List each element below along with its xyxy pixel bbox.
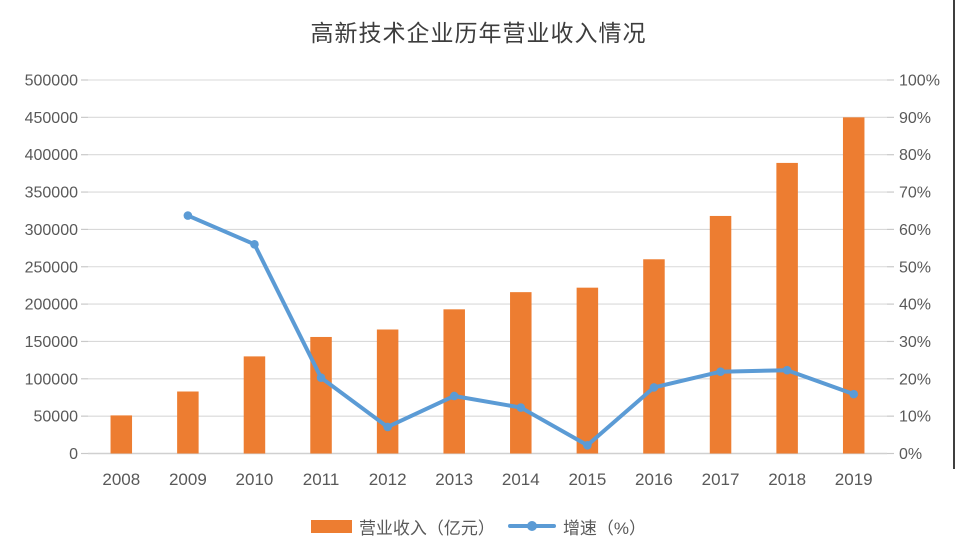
y-left-tick-label-300000: 300000 — [25, 222, 78, 239]
growth-point-2009 — [183, 211, 193, 220]
y-right-tick-label-50%: 50% — [899, 259, 931, 276]
y-left-tick-label-150000: 150000 — [25, 334, 78, 351]
x-tick-label-2013: 2013 — [435, 470, 473, 489]
bar-2008 — [110, 415, 133, 454]
x-tick-label-2019: 2019 — [835, 470, 873, 489]
bar-2016 — [643, 259, 665, 454]
growth-point-2013 — [449, 391, 459, 401]
legend-revenue-label: 营业收入（亿元） — [358, 518, 495, 538]
x-tick-label-2014: 2014 — [502, 470, 540, 489]
y-left-tick-label-100000: 100000 — [25, 371, 78, 388]
x-tick-label-2017: 2017 — [702, 470, 740, 489]
growth-point-2019 — [849, 389, 859, 399]
y-left-tick-label-450000: 450000 — [25, 110, 78, 127]
y-left-tick-label-200000: 200000 — [25, 297, 78, 314]
y-right-tick-label-100%: 100% — [899, 73, 940, 90]
bar-2013 — [443, 309, 465, 454]
x-tick-label-2018: 2018 — [768, 470, 806, 489]
growth-point-2016 — [649, 383, 659, 392]
y-right-tick-label-90%: 90% — [899, 110, 931, 127]
y-right-tick-label-10%: 10% — [899, 409, 931, 426]
chart-title: 高新技术企业历年营业收入情况 — [310, 21, 647, 47]
growth-point-2015 — [583, 440, 592, 450]
y-right-tick-label-30%: 30% — [899, 334, 931, 351]
y-left-tick-label-50000: 50000 — [34, 409, 79, 426]
bar-2017 — [709, 215, 732, 454]
growth-point-2014 — [516, 403, 526, 412]
y-right-tick-label-40%: 40% — [899, 297, 931, 314]
legend-growth-marker-icon — [526, 521, 537, 531]
growth-point-2012 — [383, 422, 392, 432]
x-tick-label-2012: 2012 — [369, 470, 407, 489]
window-right-border — [953, 0, 955, 469]
x-tick-label-2010: 2010 — [236, 470, 274, 489]
bar-2015 — [576, 287, 599, 454]
bar-2018 — [776, 162, 798, 454]
bar-2014 — [510, 292, 532, 454]
growth-point-2018 — [782, 365, 792, 375]
growth-point-2011 — [316, 373, 326, 382]
x-tick-label-2008: 2008 — [102, 470, 140, 489]
x-tick-label-2016: 2016 — [635, 470, 673, 489]
bar-2010 — [243, 356, 266, 454]
y-right-tick-label-20%: 20% — [899, 371, 931, 388]
y-left-tick-label-250000: 250000 — [25, 259, 78, 276]
legend-revenue-swatch — [310, 519, 352, 533]
x-tick-label-2009: 2009 — [169, 470, 207, 489]
legend-growth-label: 增速（%） — [562, 518, 647, 538]
bar-2009 — [177, 391, 199, 454]
bar-2019 — [842, 117, 865, 454]
y-right-tick-label-60%: 60% — [899, 222, 931, 239]
y-left-tick-label-400000: 400000 — [25, 147, 78, 164]
chart-legend: 营业收入（亿元） 增速（%） — [0, 513, 957, 539]
growth-point-2010 — [250, 240, 259, 249]
bar-2012 — [376, 329, 399, 454]
y-left-tick-label-0: 0 — [69, 446, 78, 463]
y-left-tick-label-500000: 500000 — [25, 73, 78, 90]
bar-2011 — [310, 336, 332, 454]
y-left-tick-label-350000: 350000 — [25, 185, 78, 202]
x-tick-label-2015: 2015 — [568, 470, 606, 489]
x-tick-label-2011: 2011 — [303, 470, 340, 489]
legend-growth-line-swatch — [507, 521, 556, 531]
y-right-tick-label-80%: 80% — [899, 147, 931, 164]
growth-point-2017 — [716, 367, 725, 377]
y-right-tick-label-70%: 70% — [899, 185, 931, 202]
y-right-tick-label-0%: 0% — [899, 446, 922, 463]
